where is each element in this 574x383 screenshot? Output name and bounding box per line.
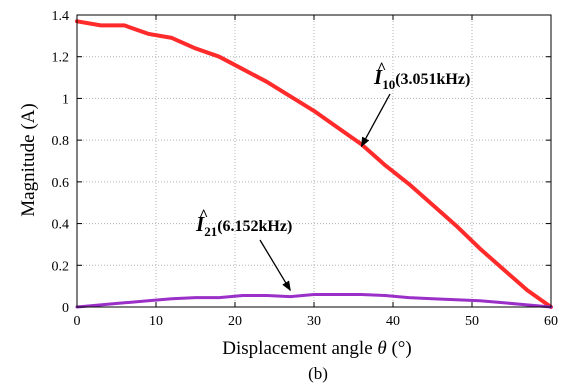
y-tick-label: 0.2 — [52, 259, 70, 274]
annotation-hat: ^ — [377, 60, 386, 77]
y-tick-label: 1.4 — [52, 9, 70, 24]
x-tick-label: 60 — [544, 314, 558, 329]
x-tick-label: 50 — [465, 314, 479, 329]
x-tick-label: 20 — [228, 314, 242, 329]
annotation-text: (6.152kHz) — [217, 218, 292, 235]
x-tick-label: 0 — [74, 314, 81, 329]
x-axis-label-text: Displacement angle — [222, 338, 377, 359]
series-layer — [75, 19, 553, 309]
x-tick-label: 30 — [307, 314, 321, 329]
y-axis-label: Magnitude (A) — [18, 103, 39, 216]
annotation-arrow — [360, 93, 391, 148]
x-axis-label: Displacement angle θ (°) — [222, 338, 411, 359]
x-tick-label: 40 — [386, 314, 400, 329]
annotation-symbol: I — [195, 212, 205, 236]
annotations: I10(3.051kHz)^I21(6.152kHz)^ — [195, 60, 470, 292]
ticks: 0 10 20 30 40 50 60 0 0.2 0.4 0.6 0.8 1 1.2 1.4 — [52, 9, 559, 329]
y-tick-label: 0.4 — [52, 218, 70, 233]
annotation-text: (3.051kHz) — [395, 71, 470, 88]
y-tick-label: 0.8 — [52, 134, 70, 149]
y-tick-label: 0 — [62, 301, 69, 316]
plot-frame — [76, 14, 552, 308]
series-line-i21 — [75, 293, 553, 309]
series-line-i10 — [75, 19, 553, 309]
x-axis-label-unit: (°) — [387, 338, 412, 359]
annotation-subscript: 10 — [382, 77, 395, 92]
annotation-10: I10(3.051kHz)^ — [360, 60, 470, 148]
annotation-label: I10(3.051kHz) — [373, 65, 470, 92]
y-tick-label: 0.6 — [52, 176, 70, 191]
figure-caption: (b) — [308, 364, 328, 383]
annotation-hat: ^ — [199, 207, 208, 224]
annotation-arrow — [259, 239, 291, 292]
annotation-subscript: 21 — [204, 224, 217, 239]
annotation-21: I21(6.152kHz)^ — [195, 207, 292, 292]
x-tick-label: 10 — [149, 314, 163, 329]
grid — [77, 15, 551, 307]
y-tick-label: 1 — [62, 92, 69, 107]
annotation-label: I21(6.152kHz) — [195, 212, 292, 239]
x-axis-label-symbol: θ — [377, 338, 386, 359]
annotation-symbol: I — [373, 65, 383, 89]
y-tick-label: 1.2 — [52, 51, 70, 66]
